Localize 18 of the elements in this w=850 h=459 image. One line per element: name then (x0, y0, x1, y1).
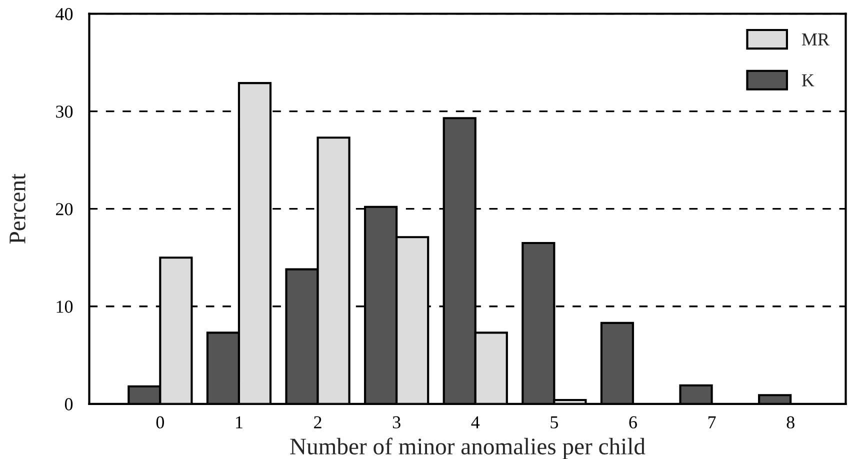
x-tick-label: 0 (156, 416, 164, 428)
x-tick-label: 3 (392, 416, 400, 428)
legend-label: K (802, 74, 814, 86)
x-tick-label: 4 (471, 416, 480, 428)
x-tick-label: 8 (786, 416, 794, 428)
x-tick-label: 2 (314, 416, 322, 428)
y-tick-label: 0 (64, 398, 73, 410)
y-tick-label: 30 (56, 106, 73, 118)
x-tick-label: 5 (550, 416, 558, 428)
x-tick-label: 1 (236, 416, 242, 428)
x-tick-label: 6 (629, 416, 637, 428)
y-tick-label: 10 (56, 300, 73, 313)
legend-label: MR (802, 34, 830, 46)
x-tick-label: 7 (708, 416, 716, 428)
y-tick-label: 20 (56, 203, 73, 216)
y-axis-title: Percent (10, 174, 26, 244)
x-axis-title: Number of minor anomalies per child (290, 438, 646, 459)
y-tick-label: 40 (56, 8, 73, 20)
